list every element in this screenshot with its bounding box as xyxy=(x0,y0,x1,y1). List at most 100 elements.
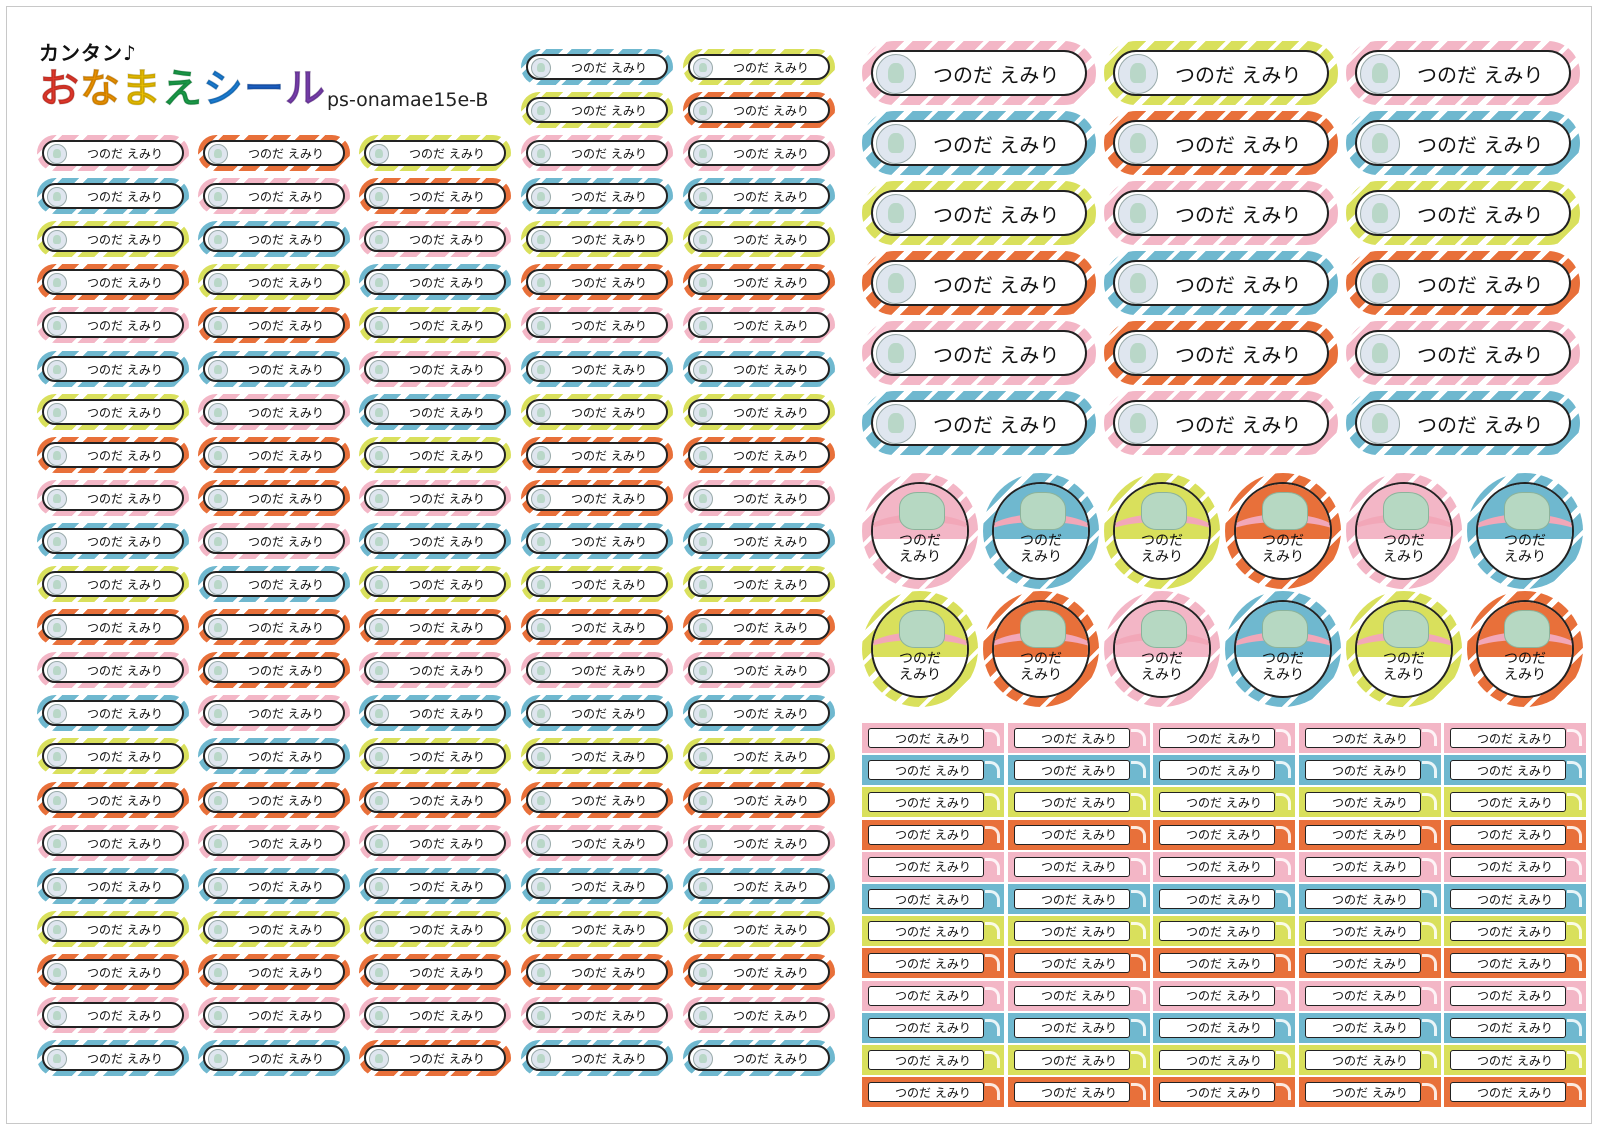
round-sticker-name: つのだ えみり xyxy=(1478,533,1572,565)
small-pill-sticker: つのだ えみり xyxy=(198,911,350,947)
unicorn-icon xyxy=(1118,54,1158,94)
unicorn-icon xyxy=(1360,404,1400,444)
small-pill-sticker: つのだ えみり xyxy=(359,738,511,774)
large-pill-sticker: つのだ えみり xyxy=(1346,181,1580,245)
small-pill-sticker: つのだ えみり xyxy=(198,394,350,430)
round-sticker: つのだ えみり xyxy=(1467,473,1583,589)
small-pill-sticker: つのだ えみり xyxy=(683,1040,835,1076)
round-name-line: えみり xyxy=(1383,666,1425,683)
unicorn-icon xyxy=(369,187,389,207)
unicorn-icon xyxy=(693,791,713,811)
sticker-name: つのだ えみり xyxy=(933,412,1060,437)
round-sticker: つのだ えみり xyxy=(862,473,978,589)
wave-icon xyxy=(1422,729,1437,746)
small-pill-sticker: つのだ えみり xyxy=(359,351,511,387)
flag-sticker: つのだ えみり xyxy=(1008,1077,1150,1108)
flag-sticker: つのだ えみり xyxy=(862,723,1004,753)
round-sticker: つのだ えみり xyxy=(1225,473,1341,589)
small-pill-sticker: つのだ えみり xyxy=(198,221,350,257)
brand-title-char: え xyxy=(162,66,203,113)
sticker-name: つのだ えみり xyxy=(933,342,1060,367)
sticker-name: つのだ えみり xyxy=(409,189,485,204)
sticker-name: つのだ えみり xyxy=(409,836,485,851)
sticker-name: つのだ えみり xyxy=(409,362,485,377)
small-pill-sticker: つのだ えみり xyxy=(37,566,189,602)
wave-icon xyxy=(1131,857,1146,875)
small-pill-sticker: つのだ えみり xyxy=(521,264,673,300)
sticker-name: つのだ えみり xyxy=(1332,956,1408,971)
sticker-name: つのだ えみり xyxy=(733,749,809,764)
flag-sticker: つのだ えみり xyxy=(1299,980,1441,1011)
sticker-name: つのだ えみり xyxy=(1186,860,1262,875)
wave-icon xyxy=(1131,1083,1146,1101)
wave-icon xyxy=(1131,890,1146,907)
sticker-name: つのだ えみり xyxy=(1477,860,1553,875)
sticker-name: つのだ えみり xyxy=(1041,924,1117,939)
small-pill-sticker: つのだ えみり xyxy=(683,394,835,430)
small-pill-sticker: つのだ えみり xyxy=(37,911,189,947)
unicorn-icon xyxy=(693,1049,713,1069)
small-pill-sticker: つのだ えみり xyxy=(521,351,673,387)
unicorn-icon xyxy=(208,489,228,509)
sticker-name: つのだ えみり xyxy=(87,922,163,937)
wave-icon xyxy=(1276,1083,1291,1101)
unicorn-icon xyxy=(693,187,713,207)
large-pill-sticker: つのだ えみり xyxy=(862,181,1096,245)
small-pill-sticker: つのだ えみり xyxy=(37,178,189,214)
small-pill-sticker: つのだ えみり xyxy=(198,480,350,516)
unicorn-icon xyxy=(531,144,551,164)
small-pill-sticker: つのだ えみり xyxy=(37,480,189,516)
round-sticker: つのだ えみり xyxy=(1346,591,1462,707)
sticker-name: つのだ えみり xyxy=(571,1051,647,1066)
small-pill-sticker: つのだ えみり xyxy=(521,997,673,1033)
flag-sticker: つのだ えみり xyxy=(1299,755,1441,786)
sticker-name: つのだ えみり xyxy=(1175,62,1302,87)
flag-sticker: つのだ えみり xyxy=(1299,916,1441,947)
sticker-name: つのだ えみり xyxy=(248,1051,324,1066)
small-pill-sticker: つのだ えみり xyxy=(198,997,350,1033)
brand-title-char: シ xyxy=(203,66,244,113)
unicorn-icon xyxy=(208,618,228,638)
sticker-name: つのだ えみり xyxy=(409,879,485,894)
sticker-name: つのだ えみり xyxy=(87,706,163,721)
sticker-name: つのだ えみり xyxy=(87,879,163,894)
small-pill-sticker: つのだ えみり xyxy=(683,178,835,214)
sticker-name: つのだ えみり xyxy=(1417,132,1544,157)
flag-sticker: つのだ えみり xyxy=(1153,787,1295,818)
unicorn-icon xyxy=(369,230,389,250)
sticker-name: つのだ えみり xyxy=(1417,412,1544,437)
unicorn-icon xyxy=(1118,124,1158,164)
brand-title-char: ー xyxy=(244,66,285,113)
unicorn-icon xyxy=(208,704,228,724)
brand-title-char: な xyxy=(80,66,121,113)
small-pill-sticker: つのだ えみり xyxy=(521,566,673,602)
small-pill-sticker: つのだ えみり xyxy=(37,523,189,559)
flag-sticker: つのだ えみり xyxy=(1008,980,1150,1011)
unicorn-icon xyxy=(208,187,228,207)
brand-title-char: お xyxy=(39,66,80,113)
flag-sticker: つのだ えみり xyxy=(1008,819,1150,850)
unicorn-icon xyxy=(876,124,916,164)
small-pill-sticker: つのだ えみり xyxy=(683,825,835,861)
wave-icon xyxy=(1567,1018,1582,1036)
sticker-name: つのだ えみり xyxy=(895,860,971,875)
unicorn-icon xyxy=(876,264,916,304)
flag-sticker: つのだ えみり xyxy=(1299,1012,1441,1043)
sticker-name: つのだ えみり xyxy=(87,577,163,592)
small-pill-sticker: つのだ えみり xyxy=(683,868,835,904)
small-pill-sticker: つのだ えみり xyxy=(37,868,189,904)
sticker-name: つのだ えみり xyxy=(409,922,485,937)
unicorn-icon xyxy=(531,661,551,681)
unicorn-icon xyxy=(369,704,389,724)
flag-sticker: つのだ えみり xyxy=(1008,1012,1150,1043)
sticker-name: つのだ えみり xyxy=(571,663,647,678)
small-pill-sticker: つのだ えみり xyxy=(683,307,835,343)
unicorn-icon xyxy=(876,334,916,374)
sticker-name: つのだ えみり xyxy=(571,534,647,549)
large-pill-sticker: つのだ えみり xyxy=(1346,111,1580,175)
small-pill-sticker: つのだ えみり xyxy=(198,782,350,818)
sticker-name: つのだ えみり xyxy=(1041,731,1117,746)
unicorn-icon xyxy=(693,920,713,940)
small-pill-sticker: つのだ えみり xyxy=(198,652,350,688)
sticker-name: つのだ えみり xyxy=(895,956,971,971)
